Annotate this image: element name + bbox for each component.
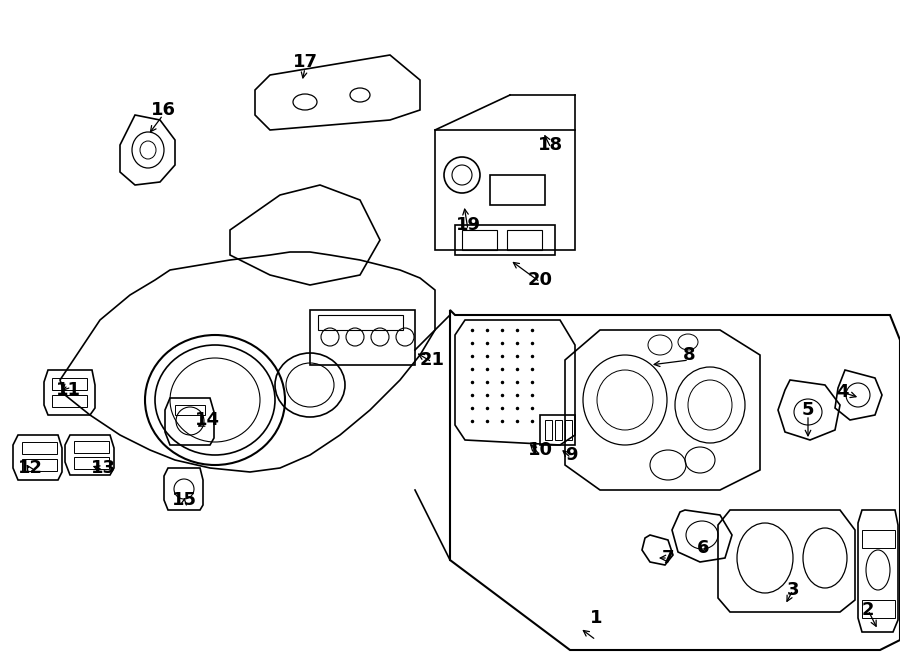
Text: 5: 5 <box>802 401 814 419</box>
Bar <box>175 405 205 415</box>
Text: 16: 16 <box>150 101 176 119</box>
Text: 20: 20 <box>527 271 553 289</box>
Text: 14: 14 <box>194 411 220 429</box>
Text: 13: 13 <box>91 459 115 477</box>
Text: 6: 6 <box>697 539 709 557</box>
Text: 3: 3 <box>787 581 799 599</box>
Text: 7: 7 <box>662 549 674 567</box>
Text: 15: 15 <box>172 491 196 509</box>
Text: 10: 10 <box>527 441 553 459</box>
Text: 17: 17 <box>292 53 318 71</box>
Text: 2: 2 <box>862 601 874 619</box>
Bar <box>490 175 545 205</box>
Text: 11: 11 <box>56 381 80 399</box>
Bar <box>862 530 895 548</box>
Bar <box>565 420 572 440</box>
Bar <box>455 225 555 255</box>
Bar <box>22 459 57 471</box>
Bar <box>435 130 575 250</box>
Bar <box>555 420 562 440</box>
Text: 18: 18 <box>538 136 563 154</box>
Text: 12: 12 <box>17 459 42 477</box>
Bar <box>507 230 542 250</box>
Bar <box>318 315 403 330</box>
Bar <box>545 420 552 440</box>
Bar <box>74 457 109 469</box>
Text: 21: 21 <box>419 351 445 369</box>
Bar <box>74 441 109 453</box>
Bar <box>462 230 497 250</box>
Bar <box>22 442 57 454</box>
Text: 1: 1 <box>590 609 602 627</box>
Text: 8: 8 <box>683 346 696 364</box>
Text: 19: 19 <box>455 216 481 234</box>
Bar <box>862 600 895 618</box>
Text: 4: 4 <box>836 383 848 401</box>
Text: 9: 9 <box>565 446 577 464</box>
Bar <box>52 395 87 407</box>
Bar <box>52 378 87 390</box>
